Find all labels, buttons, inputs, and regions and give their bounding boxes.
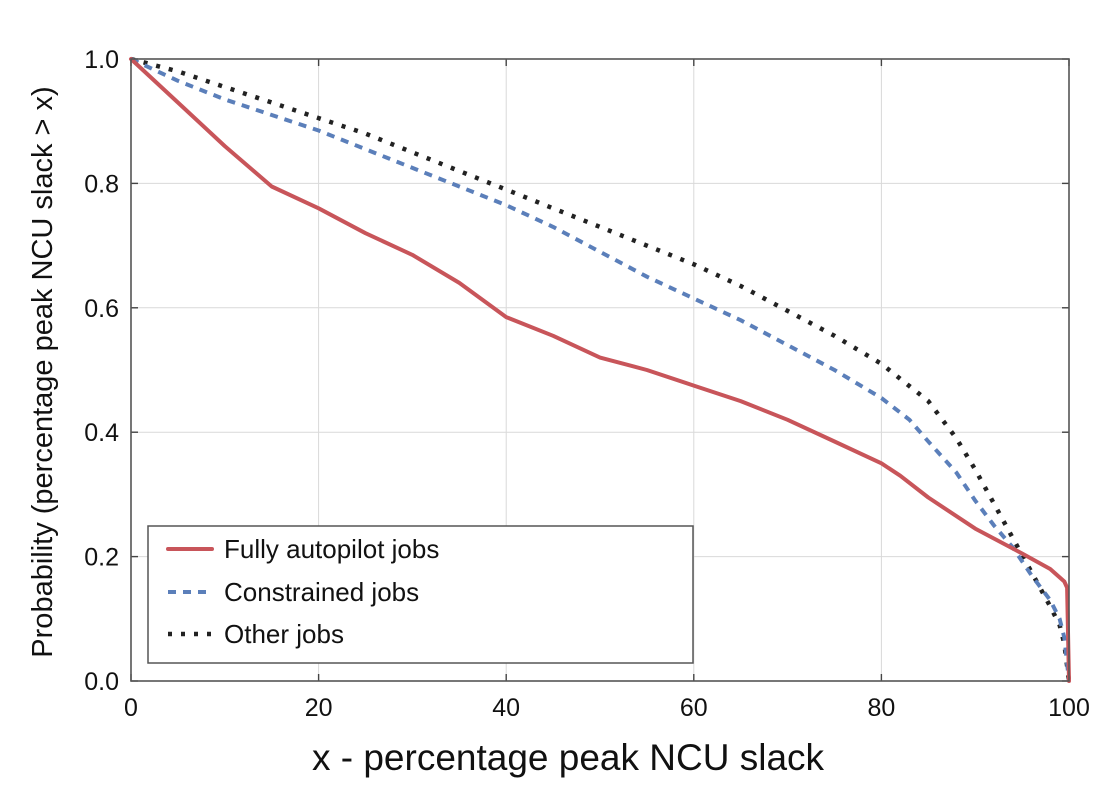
x-axis-tick-labels: 0 20 40 60 80 100 <box>124 694 1090 722</box>
y-tick-label: 0.0 <box>84 668 119 696</box>
legend-label: Constrained jobs <box>224 577 419 607</box>
x-tick-label: 100 <box>1048 694 1090 722</box>
legend: Fully autopilot jobs Constrained jobs Ot… <box>147 525 694 664</box>
y-tick-label: 1.0 <box>84 46 119 74</box>
x-tick-label: 0 <box>124 694 138 722</box>
series-line-other-jobs <box>130 56 1072 682</box>
legend-item-constrained: Constrained jobs <box>168 577 419 607</box>
series-line-constrained-jobs <box>130 57 1071 682</box>
y-tick-label: 0.4 <box>84 419 119 447</box>
x-axis-label: x - percentage peak NCU slack <box>312 737 825 778</box>
x-tick-label: 60 <box>680 694 708 722</box>
legend-box <box>147 525 694 664</box>
legend-label: Fully autopilot jobs <box>224 534 439 564</box>
series-line-fully-autopilot-jobs <box>129 57 1071 683</box>
plot-border <box>130 58 1070 682</box>
x-tick-label: 20 <box>305 694 333 722</box>
legend-item-other: Other jobs <box>168 619 344 649</box>
y-axis-label: Probability (percentage peak NCU slack >… <box>27 86 59 657</box>
y-tick-label: 0.2 <box>84 544 119 572</box>
y-axis-tick-labels: 0.0 0.2 0.4 0.6 0.8 1.0 <box>84 46 119 696</box>
series-lines <box>129 56 1072 683</box>
y-tick-label: 0.8 <box>84 170 119 198</box>
y-tick-label: 0.6 <box>84 295 119 323</box>
x-tick-label: 40 <box>492 694 520 722</box>
x-tick-label: 80 <box>867 694 895 722</box>
legend-label: Other jobs <box>224 619 344 649</box>
legend-item-fully-autopilot: Fully autopilot jobs <box>166 534 439 564</box>
